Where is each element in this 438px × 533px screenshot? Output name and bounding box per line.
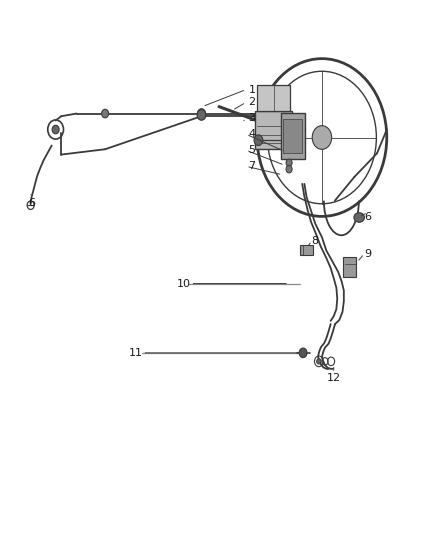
Text: 4: 4 [248, 130, 255, 139]
Circle shape [286, 159, 292, 166]
Circle shape [317, 359, 321, 364]
Text: 9: 9 [364, 249, 371, 259]
Text: 7: 7 [248, 161, 255, 171]
Bar [281, 114, 305, 159]
Text: 6: 6 [364, 213, 371, 222]
Text: 3: 3 [248, 114, 255, 123]
Text: 6: 6 [28, 198, 35, 207]
Circle shape [312, 126, 332, 149]
Text: 2: 2 [248, 98, 255, 107]
Circle shape [286, 165, 292, 173]
Circle shape [102, 109, 109, 118]
Bar [257, 85, 290, 111]
Circle shape [197, 110, 206, 120]
Text: 5: 5 [248, 146, 255, 155]
Text: 1: 1 [248, 85, 255, 94]
Ellipse shape [354, 213, 364, 222]
Text: 11: 11 [129, 348, 143, 358]
Circle shape [198, 109, 205, 118]
Bar [255, 111, 293, 149]
Text: 12: 12 [327, 374, 341, 383]
Bar [343, 257, 356, 277]
Bar [283, 118, 303, 154]
Text: 10: 10 [177, 279, 191, 288]
Circle shape [299, 348, 307, 358]
Circle shape [286, 136, 293, 144]
Circle shape [254, 135, 263, 146]
Text: 8: 8 [311, 236, 318, 246]
Bar [300, 245, 313, 255]
Circle shape [52, 125, 59, 134]
